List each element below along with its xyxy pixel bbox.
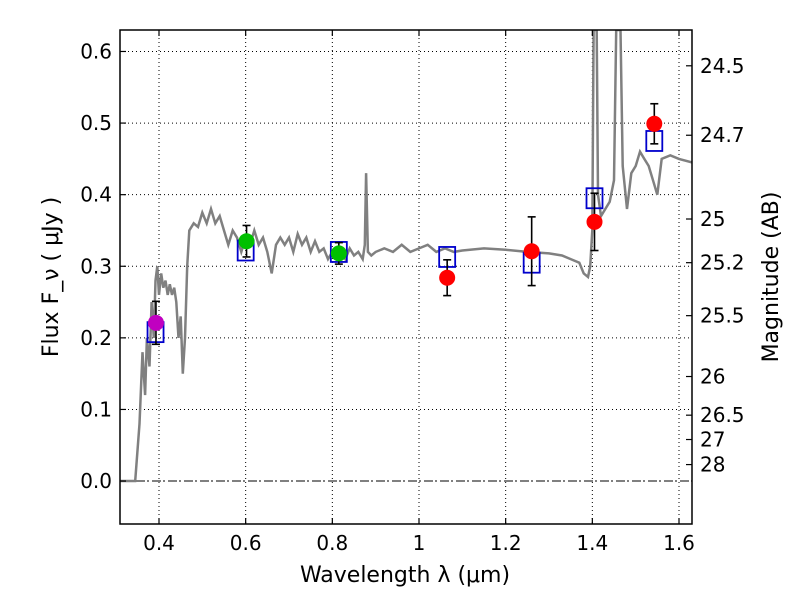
right-tick-label: 24.5 (700, 54, 745, 78)
right-tick-label: 26.5 (700, 403, 745, 427)
y-tick-label: 0.6 (80, 39, 112, 63)
y-tick-label: 0.1 (80, 397, 112, 421)
right-tick-label: 25.2 (700, 251, 745, 275)
spectrum-series (120, 30, 692, 483)
right-tick-label: 27 (700, 428, 725, 452)
data-point-red (646, 115, 663, 132)
x-tick-label: 1.2 (490, 531, 522, 555)
axis-ticks (120, 30, 692, 524)
grid-lines (120, 30, 692, 524)
right-tick-label: 24.7 (700, 123, 745, 147)
observed-points (147, 115, 663, 331)
spectrum-line (120, 30, 692, 483)
x-tick-label: 0.6 (230, 531, 262, 555)
x-tick-label: 0.8 (316, 531, 348, 555)
y-tick-labels: 0.0 0.1 0.2 0.3 0.4 0.5 0.6 (80, 39, 112, 493)
data-point-magenta (147, 314, 164, 331)
data-point-red (586, 213, 603, 230)
y-tick-label: 0.3 (80, 254, 112, 278)
data-point-red (523, 243, 540, 260)
right-axis-label: Magnitude (AB) (759, 192, 784, 363)
x-axis-label: Wavelength λ (μm) (300, 563, 510, 588)
data-point-green (238, 233, 255, 250)
right-tick-label: 25 (700, 207, 725, 231)
y-axis-label: Flux F_ν ( μJy ) (39, 197, 64, 357)
right-tick-label: 28 (700, 453, 725, 477)
x-tick-label: 1.6 (663, 531, 695, 555)
right-tick-label: 26 (700, 365, 725, 389)
y-tick-label: 0.0 (80, 469, 112, 493)
y-tick-label: 0.2 (80, 326, 112, 350)
data-point-green (330, 245, 347, 262)
data-point-red (439, 269, 456, 286)
y-tick-label: 0.4 (80, 183, 112, 207)
x-tick-label: 1.4 (576, 531, 608, 555)
x-tick-label: 0.4 (143, 531, 175, 555)
error-bars (151, 102, 659, 346)
plot-frame (119, 29, 693, 525)
y-tick-label: 0.5 (80, 111, 112, 135)
x-tick-labels: 0.4 0.6 0.8 1 1.2 1.4 1.6 (143, 531, 695, 555)
right-tick-label: 25.5 (700, 304, 745, 328)
x-tick-label: 1 (413, 531, 426, 555)
